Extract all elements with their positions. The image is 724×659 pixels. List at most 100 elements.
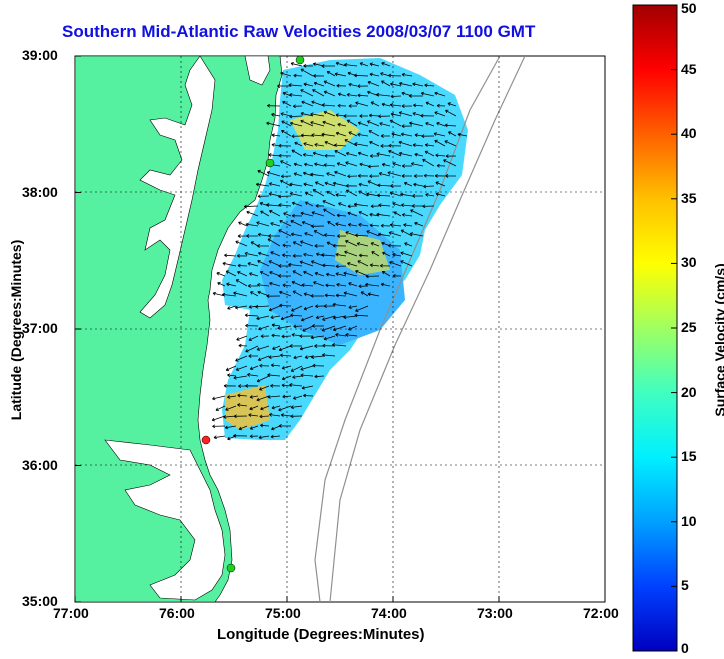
velocity-arrow [388, 231, 402, 237]
velocity-arrow [301, 385, 314, 390]
velocity-arrow [365, 274, 380, 279]
velocity-arrow [303, 182, 314, 187]
velocity-arrow [289, 114, 303, 119]
velocity-arrow [314, 344, 324, 348]
velocity-arrow [301, 283, 314, 288]
velocity-arrow [368, 113, 380, 118]
velocity-arrow [333, 315, 347, 320]
velocity-arrow [257, 355, 270, 361]
velocity-arrow [314, 374, 325, 379]
velocity-arrow [414, 221, 424, 227]
velocity-arrow [367, 180, 380, 187]
velocity-arrow [335, 61, 347, 67]
velocity-arrow [358, 253, 369, 258]
velocity-arrow [389, 191, 402, 197]
velocity-arrow [266, 294, 281, 299]
velocity-arrow [345, 189, 358, 197]
velocity-arrow [271, 133, 281, 138]
velocity-arrow [392, 202, 402, 207]
velocity-arrow [299, 345, 314, 351]
velocity-arrow [291, 134, 303, 139]
velocity-arrow [277, 325, 292, 330]
velocity-arrow [381, 162, 391, 167]
velocity-arrow [422, 158, 435, 167]
velocity-arrow [403, 223, 413, 227]
velocity-arrow [359, 62, 369, 67]
velocity-arrow [259, 414, 270, 419]
velocity-arrow [249, 395, 259, 399]
velocity-arrow [434, 91, 446, 97]
velocity-arrow [381, 271, 391, 277]
velocity-arrow [355, 101, 369, 107]
x-tick-label: 76:00 [159, 605, 195, 621]
colorbar-tick-label: 0 [681, 640, 689, 656]
velocity-arrow [310, 172, 325, 177]
velocity-arrow [256, 221, 270, 227]
velocity-arrow [280, 112, 292, 117]
velocity-arrow [303, 305, 314, 311]
velocity-arrow [292, 375, 303, 379]
colorbar-tick-label: 40 [681, 125, 697, 142]
colorbar-tick-label: 25 [681, 319, 697, 335]
velocity-arrow [348, 282, 358, 287]
velocity-arrow [300, 89, 314, 97]
velocity-arrow [299, 334, 314, 339]
velocity-arrow [282, 283, 292, 288]
velocity-arrow [376, 92, 391, 97]
velocity-arrow [299, 260, 314, 267]
velocity-arrow [235, 355, 248, 362]
velocity-arrow [282, 91, 292, 97]
velocity-arrow [369, 154, 379, 158]
velocity-arrow [369, 263, 380, 268]
velocity-arrow [381, 61, 391, 67]
velocity-arrow [281, 130, 292, 137]
velocity-arrow [256, 315, 270, 321]
velocity-arrow [266, 171, 281, 177]
velocity-arrow [258, 251, 270, 257]
velocity-arrow [389, 261, 402, 267]
velocity-arrow [369, 140, 380, 147]
velocity-arrow [337, 122, 347, 127]
velocity-arrow [334, 72, 347, 77]
velocity-arrow [389, 223, 402, 227]
velocity-arrow [325, 272, 336, 277]
velocity-arrow [323, 80, 336, 87]
velocity-arrow [238, 425, 248, 431]
delaware-bay [244, 55, 271, 86]
velocity-arrow [345, 151, 358, 157]
velocity-arrow [356, 242, 369, 247]
velocity-arrow [294, 141, 303, 147]
velocity-arrow [370, 101, 380, 107]
velocity-arrow [358, 190, 369, 197]
velocity-arrow [288, 262, 303, 267]
velocity-arrow [292, 290, 303, 297]
velocity-arrow [336, 162, 347, 167]
velocity-arrow [412, 143, 424, 148]
colorbar-tick-label: 20 [681, 383, 697, 400]
velocity-arrow [314, 162, 325, 167]
velocity-arrow [282, 253, 292, 258]
velocity-arrow [348, 131, 358, 137]
velocity-arrow [227, 373, 237, 378]
velocity-arrow [343, 114, 357, 118]
velocity-arrow [280, 315, 292, 321]
velocity-arrow [310, 293, 325, 298]
velocity-arrow [343, 291, 358, 297]
y-tick-label: 36:00 [22, 456, 58, 473]
velocity-arrow [345, 161, 358, 167]
velocity-arrow [256, 244, 270, 248]
velocity-arrow [255, 304, 270, 309]
velocity-arrow [289, 121, 303, 127]
velocity-arrow [279, 290, 292, 297]
velocity-arrow [423, 173, 435, 178]
velocity-arrow [256, 395, 270, 402]
velocity-arrow [360, 291, 369, 297]
velocity-arrow [345, 333, 358, 337]
velocity-arrow [244, 251, 259, 257]
velocity-arrow [322, 200, 336, 207]
velocity-arrow [313, 81, 325, 87]
velocity-arrow [304, 191, 314, 197]
velocity-arrow [243, 204, 259, 209]
velocity-arrow [413, 174, 423, 178]
velocity-arrow [268, 153, 281, 157]
